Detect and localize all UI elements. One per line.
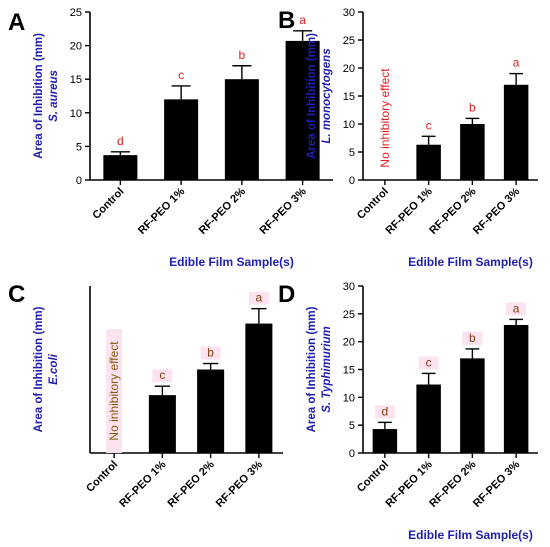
y-tick-label: 10 [343, 119, 355, 131]
annotation-highlight [106, 329, 123, 453]
significance-letter: c [159, 368, 165, 382]
y-tick-label: 10 [343, 392, 355, 404]
letter-highlight [374, 405, 395, 419]
x-axis-label: Edible Film Sample(s) [169, 255, 294, 269]
category-label: RF-PEO 2% [197, 185, 248, 236]
panel-c: C Area of Inhibition (mm) E.coli Control c RF… [8, 281, 283, 510]
y-axis-organism-label: L. monocytogens [321, 48, 333, 143]
bar [164, 99, 199, 180]
significance-letter: c [426, 118, 432, 132]
y-tick-label: 25 [343, 35, 355, 47]
bar [148, 395, 176, 453]
significance-letter: d [117, 134, 124, 148]
bar [224, 79, 259, 180]
bar [103, 155, 138, 180]
y-axis-label: Area of Inhibition (mm) [33, 306, 45, 432]
category-label: RF-PEO 3% [471, 458, 522, 509]
category-label: RF-PEO 1% [117, 458, 168, 509]
category-label: Control [355, 186, 391, 222]
no-inhibitory-effect-label: No inhibitory effect [378, 68, 392, 168]
category-label: Control [84, 459, 120, 495]
bar [503, 324, 529, 453]
panel-letter: C [8, 281, 25, 308]
y-axis-organism-label: E.coli [48, 353, 60, 384]
y-tick-label: 0 [349, 175, 355, 187]
x-axis-label: Edible Film Sample(s) [408, 255, 533, 269]
y-tick-label: 0 [349, 448, 355, 460]
letter-highlight [462, 331, 483, 345]
significance-letter: b [469, 100, 476, 114]
bar [460, 358, 485, 453]
y-tick-label: 25 [70, 7, 82, 19]
y-tick-label: 0 [76, 175, 82, 187]
y-tick-label: 15 [343, 365, 355, 377]
letter-highlight [248, 291, 269, 305]
bar [285, 40, 320, 181]
panel-letter: D [278, 281, 295, 308]
category-label: RF-PEO 3% [214, 458, 265, 509]
category-label: RF-PEO 2% [165, 458, 216, 509]
y-tick-label: 30 [343, 7, 355, 19]
y-axis-label: Area of Inhibition (mm) [306, 306, 318, 432]
bar [416, 384, 441, 453]
y-tick-label: 20 [70, 41, 82, 53]
category-label: Control [90, 186, 126, 222]
y-tick-label: 5 [349, 147, 355, 159]
category-label: RF-PEO 3% [471, 185, 522, 236]
x-axis-label: Edible Film Sample(s) [408, 528, 533, 542]
panel-b: B 0 5 10 15 20 25 30 Area of Inhibition (mm) L. m… [278, 7, 538, 269]
bar [245, 323, 273, 453]
bar [503, 84, 529, 180]
panel-d: D 0 5 10 15 20 25 30 Area of Inhibition (mm) S. T… [278, 281, 538, 542]
y-tick-label: 5 [349, 420, 355, 432]
y-tick-label: 20 [343, 337, 355, 349]
panel-letter: A [8, 9, 25, 36]
bar [460, 124, 485, 180]
significance-letter: b [239, 48, 246, 62]
y-tick-label: 25 [343, 309, 355, 321]
letter-highlight [152, 369, 173, 383]
significance-letter: b [207, 346, 214, 360]
letter-highlight [418, 356, 439, 370]
no-inhibitory-effect-label: No inhibitory effect [107, 341, 121, 441]
bar [372, 429, 398, 453]
significance-letter: c [426, 355, 432, 369]
letter-highlight [200, 346, 221, 360]
y-tick-label: 15 [70, 74, 82, 86]
letter-highlight [506, 302, 527, 316]
category-label: Control [355, 459, 391, 495]
y-axis-label: Area of Inhibition (mm) [306, 33, 318, 159]
y-axis-organism-label: S. aureus [48, 70, 60, 122]
bar [416, 144, 441, 180]
category-label: RF-PEO 1% [136, 185, 187, 236]
significance-letter: b [469, 331, 476, 345]
y-tick-label: 10 [70, 108, 82, 120]
bar [197, 369, 225, 453]
significance-letter: d [382, 404, 389, 418]
panel-letter: B [278, 7, 295, 34]
y-axis-label: Area of Inhibition (mm) [33, 33, 45, 159]
significance-letter: a [513, 56, 520, 70]
significance-letter: a [299, 13, 306, 27]
y-tick-label: 20 [343, 63, 355, 75]
y-tick-label: 15 [343, 91, 355, 103]
category-label: RF-PEO 3% [257, 185, 308, 236]
significance-letter: a [256, 291, 263, 305]
significance-letter: a [513, 301, 520, 315]
y-axis-organism-label: S. Typhimurium [321, 326, 333, 412]
significance-letter: c [178, 68, 184, 82]
y-tick-label: 30 [343, 281, 355, 293]
y-tick-label: 5 [76, 141, 82, 153]
